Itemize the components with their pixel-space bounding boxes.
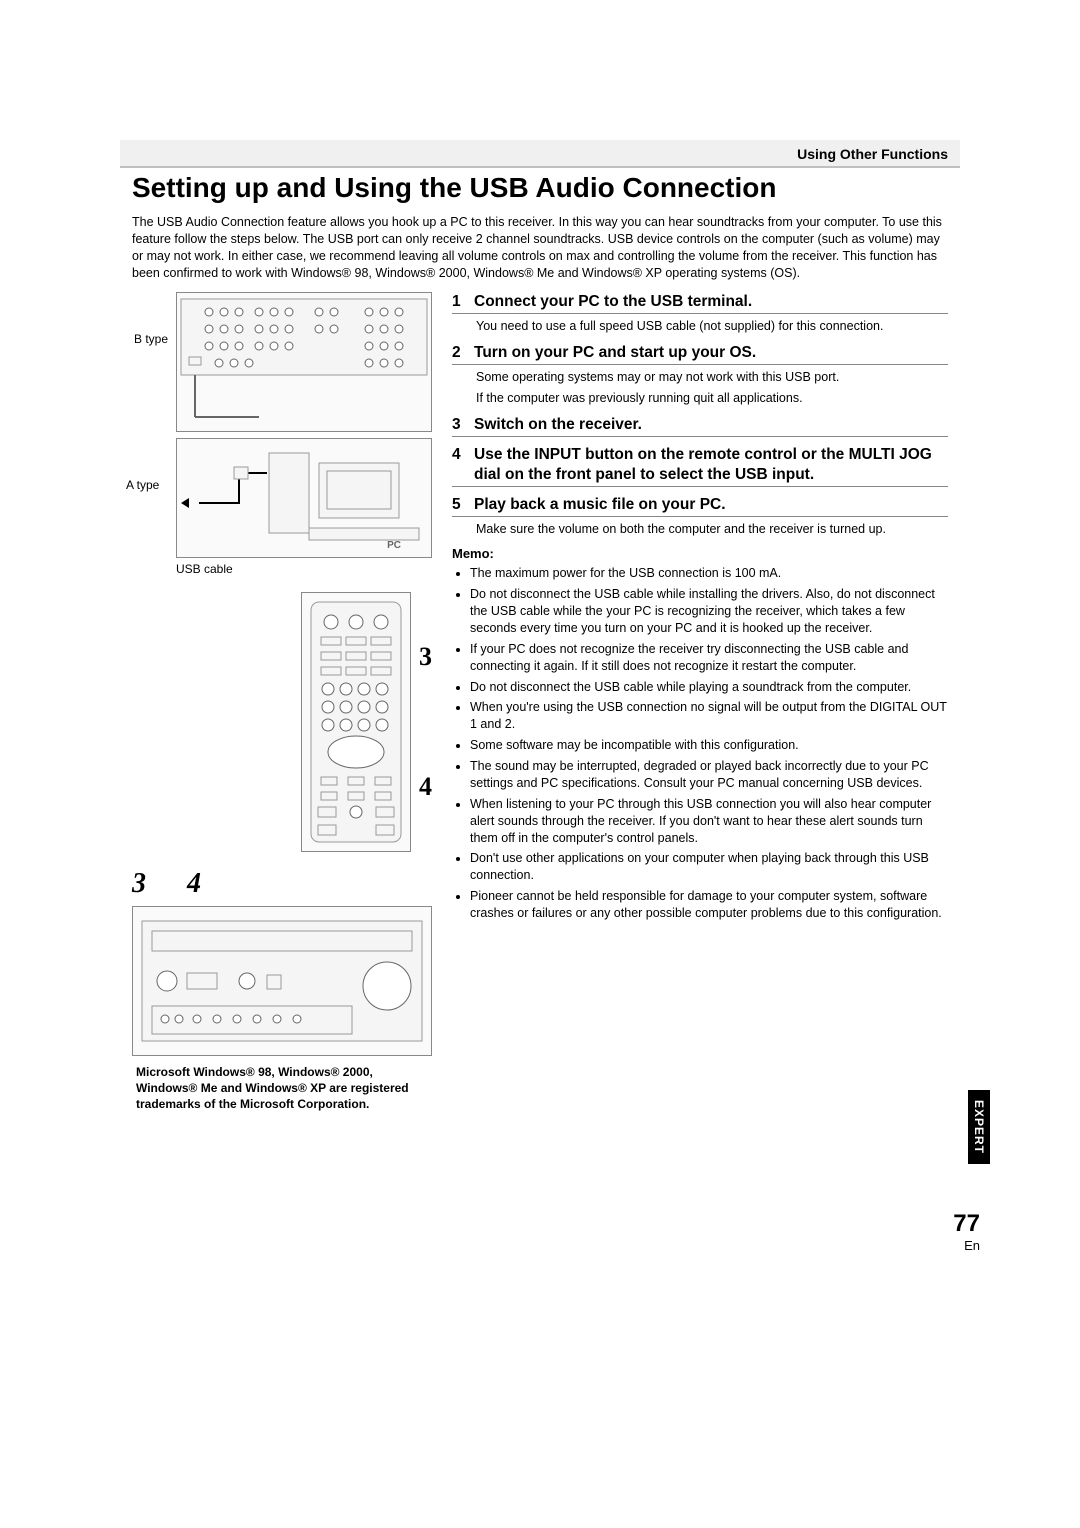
- memo-item: Pioneer cannot be held responsible for d…: [470, 888, 948, 922]
- step-title: Use the INPUT button on the remote contr…: [474, 445, 948, 484]
- left-column: B type: [132, 292, 432, 1113]
- content-grid: B type: [120, 292, 960, 1113]
- step-title: Play back a music file on your PC.: [474, 495, 726, 514]
- step-head: 1 Connect your PC to the USB terminal.: [452, 292, 948, 314]
- step: 1 Connect your PC to the USB terminal. You…: [452, 292, 948, 335]
- memo-item: Don't use other applications on your com…: [470, 850, 948, 884]
- memo-item: If your PC does not recognize the receiv…: [470, 641, 948, 675]
- italic-4: 4: [187, 868, 201, 899]
- step-number: 1: [452, 292, 466, 311]
- remote-icon: [306, 597, 406, 847]
- trademark-note: Microsoft Windows® 98, Windows® 2000, Wi…: [132, 1056, 432, 1113]
- memo-item: When you're using the USB connection no …: [470, 699, 948, 733]
- label-atype: A type: [126, 478, 159, 492]
- step-head: 2 Turn on your PC and start up your OS.: [452, 343, 948, 365]
- memo-item: The sound may be interrupted, degraded o…: [470, 758, 948, 792]
- page-title: Setting up and Using the USB Audio Conne…: [120, 172, 960, 204]
- step-head: 4Use the INPUT button on the remote cont…: [452, 445, 948, 487]
- side-tab-expert: EXPERT: [968, 1090, 990, 1164]
- step: 2 Turn on your PC and start up your OS. So…: [452, 343, 948, 407]
- memo-item: The maximum power for the USB connection…: [470, 565, 948, 582]
- page-number-block: 77 En: [953, 1210, 980, 1253]
- callout-3: 3: [419, 642, 432, 672]
- diagram-rear-panel: [176, 292, 432, 432]
- memo-item: Do not disconnect the USB cable while in…: [470, 586, 948, 637]
- label-pc: PC: [387, 540, 401, 551]
- label-btype: B type: [134, 332, 168, 346]
- step-head: 3 Switch on the receiver.: [452, 415, 948, 437]
- page-lang: En: [953, 1238, 980, 1253]
- memo-heading: Memo:: [452, 546, 948, 561]
- step-description: You need to use a full speed USB cable (…: [476, 318, 948, 335]
- intro-paragraph: The USB Audio Connection feature allows …: [120, 214, 960, 292]
- diagram-front-panel: [132, 906, 432, 1056]
- diagram-remote: [301, 592, 411, 852]
- step: 3 Switch on the receiver.: [452, 415, 948, 437]
- step-number: 5: [452, 495, 466, 514]
- step-title: Switch on the receiver.: [474, 415, 642, 434]
- pc-icon: [179, 443, 429, 553]
- step-number: 4: [452, 445, 466, 484]
- step: 4Use the INPUT button on the remote cont…: [452, 445, 948, 487]
- diagram-pc: PC: [176, 438, 432, 558]
- step: 5 Play back a music file on your PC. Make …: [452, 495, 948, 538]
- receiver-front-icon: [137, 911, 427, 1051]
- page-number: 77: [953, 1210, 980, 1238]
- italic-callouts: 3 4: [132, 868, 432, 900]
- step-number: 3: [452, 415, 466, 434]
- italic-3: 3: [132, 868, 146, 899]
- memo-item: Do not disconnect the USB cable while pl…: [470, 679, 948, 696]
- step-title: Connect your PC to the USB terminal.: [474, 292, 752, 311]
- callout-4: 4: [419, 772, 432, 802]
- step-description: If the computer was previously running q…: [476, 390, 948, 407]
- memo-list: The maximum power for the USB connection…: [452, 565, 948, 922]
- label-usbcable: USB cable: [176, 562, 432, 576]
- rear-panel-icon: [179, 297, 429, 427]
- steps-list: 1 Connect your PC to the USB terminal. You…: [452, 292, 948, 539]
- step-description: Make sure the volume on both the compute…: [476, 521, 948, 538]
- step-description: Some operating systems may or may not wo…: [476, 369, 948, 386]
- step-head: 5 Play back a music file on your PC.: [452, 495, 948, 517]
- step-title: Turn on your PC and start up your OS.: [474, 343, 756, 362]
- section-header: Using Other Functions: [120, 140, 960, 168]
- memo-item: When listening to your PC through this U…: [470, 796, 948, 847]
- step-number: 2: [452, 343, 466, 362]
- memo-item: Some software may be incompatible with t…: [470, 737, 948, 754]
- right-column: 1 Connect your PC to the USB terminal. You…: [452, 292, 948, 1113]
